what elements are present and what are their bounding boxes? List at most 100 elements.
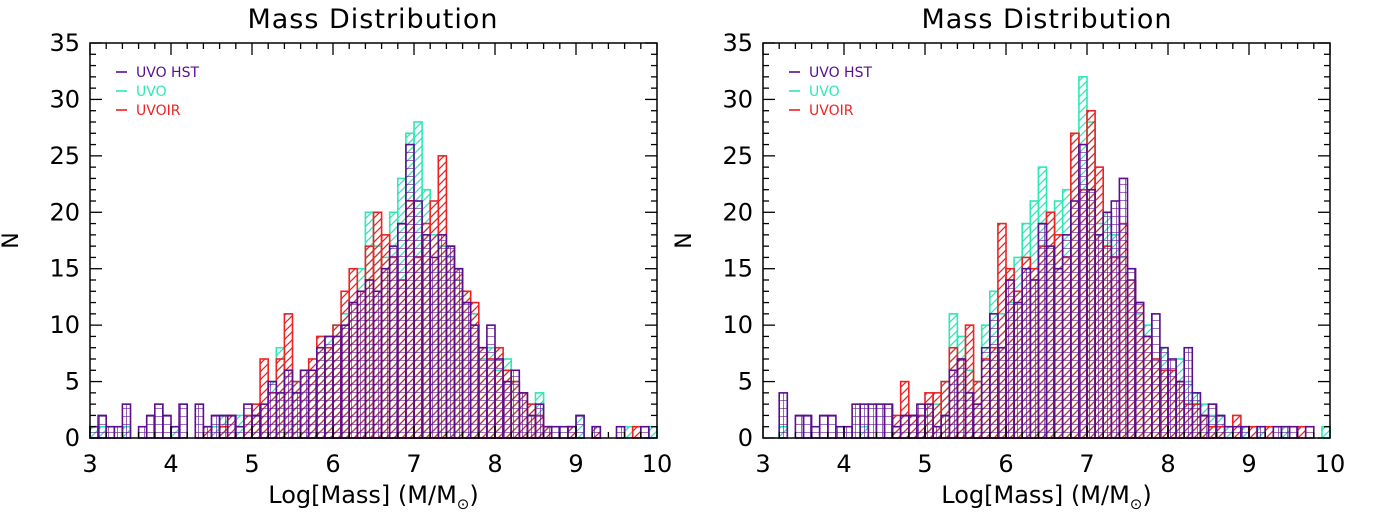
histogram-bar	[445, 245, 456, 439]
histogram-bar	[97, 414, 107, 439]
histogram-bar	[1183, 346, 1194, 439]
histogram-bar	[89, 425, 99, 439]
histogram-bar	[1280, 425, 1291, 439]
histogram-bar	[243, 403, 253, 439]
histogram-bar	[575, 414, 585, 439]
histogram-bar	[1256, 425, 1266, 439]
histogram-bar	[259, 403, 270, 439]
histogram-bar	[1142, 335, 1153, 439]
histogram-bar	[1110, 200, 1121, 439]
histogram-bar	[324, 335, 334, 439]
histogram-bar	[1215, 414, 1226, 439]
histogram-bar	[1086, 188, 1096, 439]
histogram-bar	[997, 346, 1007, 439]
histogram-bar	[1175, 380, 1185, 439]
y-tick-label: 10	[49, 311, 80, 339]
histogram-bar	[794, 414, 805, 439]
x-tick-label: 5	[917, 450, 932, 478]
histogram-bar	[178, 403, 189, 439]
histogram-bar	[534, 403, 545, 439]
legend-item: UVO HST	[789, 65, 872, 81]
y-tick-label: 0	[65, 424, 80, 452]
histogram-bar	[218, 414, 229, 439]
histogram-bar	[1272, 425, 1283, 439]
legend-item: UVOIR	[116, 103, 181, 119]
histogram-bar	[948, 369, 959, 439]
legend-label: UVO	[809, 84, 840, 100]
histogram-bar	[267, 380, 278, 439]
histogram-bar	[154, 403, 164, 439]
y-tick-label: 25	[722, 142, 753, 170]
y-tick-label: 5	[65, 368, 80, 396]
chart-title: Mass Distribution	[247, 4, 498, 35]
series-uvo-hst	[89, 143, 650, 439]
histogram-bar	[980, 346, 991, 439]
histogram-bar	[332, 335, 342, 439]
legend-item: UVOIR	[789, 103, 854, 119]
histogram-bar	[518, 392, 529, 439]
histogram-bar	[1021, 267, 1032, 439]
histogram-bar	[1094, 234, 1104, 439]
histogram-bar	[437, 234, 448, 439]
histogram-bar	[1061, 234, 1072, 439]
histogram-bar	[648, 425, 658, 439]
histogram-bar	[275, 392, 286, 439]
histogram-bar	[567, 425, 577, 439]
histogram-bar	[283, 369, 294, 439]
histogram-bar	[899, 414, 910, 439]
y-tick-label: 5	[738, 368, 753, 396]
histogram-bar	[502, 380, 513, 439]
histogram-bar	[477, 346, 488, 439]
histogram-bar	[1013, 301, 1023, 439]
histogram-bar	[1134, 301, 1145, 439]
histogram-bar	[826, 414, 837, 439]
plot-frame	[89, 42, 658, 439]
histogram-bar	[510, 369, 521, 439]
histogram-bar	[105, 425, 116, 439]
histogram-bar	[1191, 392, 1202, 439]
histogram-bar	[348, 301, 359, 439]
histogram-bar	[972, 403, 983, 439]
histogram-bar	[591, 425, 602, 439]
histogram-panel-left: Mass Distribution 3 4 5 6 7 8 9 100510152025303…	[0, 4, 672, 513]
histogram-bar	[388, 245, 399, 439]
histogram-bar	[802, 414, 813, 439]
histogram-bar	[299, 369, 310, 439]
x-tick-label: 4	[836, 450, 851, 478]
legend: UVO HST UVO UVOIR	[116, 65, 199, 119]
histogram-bar	[1167, 358, 1177, 439]
histogram-bar	[340, 324, 351, 439]
histogram-bar	[1102, 211, 1113, 439]
bars-group	[778, 76, 1331, 439]
histogram-bar	[810, 425, 821, 439]
histogram-bar	[145, 414, 156, 439]
histogram-bar	[364, 279, 375, 439]
histogram-bar	[956, 358, 967, 439]
histogram-bar	[932, 425, 942, 439]
histogram-bar	[550, 425, 561, 439]
x-tick-label: 3	[82, 450, 97, 478]
histogram-bar	[623, 425, 634, 439]
x-tick-label: 7	[406, 450, 421, 478]
y-tick-label: 35	[49, 29, 80, 57]
histogram-bar	[1296, 425, 1307, 439]
axes-group: 3 4 5 6 7 8 9 10 0 5 10 15 20 25 30 35	[49, 29, 672, 478]
histogram-bar	[235, 425, 245, 439]
histogram-bar	[202, 425, 213, 439]
plot-frame	[762, 42, 1331, 439]
histogram-bar	[778, 392, 789, 439]
x-tick-label: 10	[642, 450, 673, 478]
histogram-bar	[1118, 177, 1129, 439]
histogram-bar	[1151, 313, 1161, 439]
histogram-bar	[851, 403, 861, 439]
legend-item: UVO	[789, 84, 840, 100]
histogram-bar	[1078, 143, 1088, 439]
bars-group	[89, 121, 658, 439]
histogram-bar	[494, 358, 504, 439]
histogram-bar	[137, 425, 148, 439]
histogram-bar	[226, 414, 237, 439]
histogram-bar	[639, 425, 650, 439]
histogram-bar	[1321, 425, 1331, 439]
histogram-bar	[907, 414, 918, 439]
